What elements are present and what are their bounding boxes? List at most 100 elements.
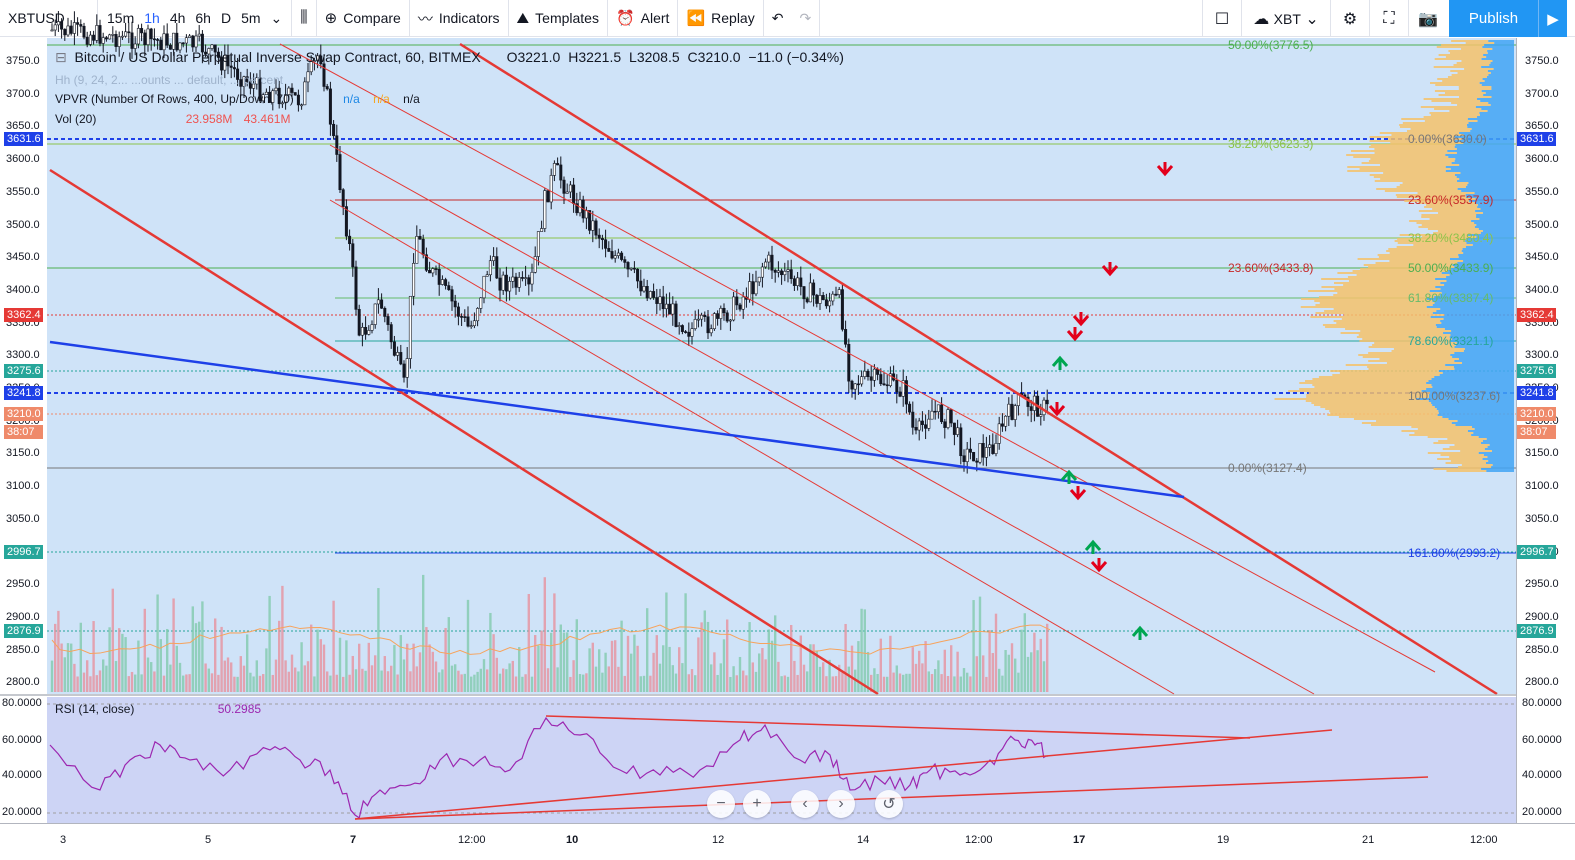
interval-d[interactable]: D xyxy=(220,10,232,26)
time-tick-label: 12 xyxy=(712,834,725,846)
reset-icon: ↺ xyxy=(882,796,896,813)
price-tag: 3210.0 xyxy=(4,407,43,421)
alert-button[interactable]: ⏰ Alert xyxy=(608,0,679,37)
vpvr-label: VPVR (Number Of Rows, 400, Up/Down, 70) xyxy=(55,92,294,106)
rsi-tick-label: 20.0000 xyxy=(1522,806,1562,818)
settings-button[interactable]: ⚙ xyxy=(1330,0,1369,37)
volume-value: 23.958M xyxy=(185,112,233,126)
publish-button[interactable]: Publish ▶ xyxy=(1449,0,1567,37)
interval-group: 15m 1h 4h 6h D 5m ⌄ xyxy=(98,0,293,37)
chevron-down-icon: ⌄ xyxy=(1305,10,1319,28)
price-tag: 3362.4 xyxy=(4,308,43,322)
zoom-in-button[interactable]: + xyxy=(743,790,771,818)
price-tick-label: 2800.0 xyxy=(1525,676,1559,689)
snapshot-button[interactable]: 📷 xyxy=(1408,0,1447,37)
square-icon: ☐ xyxy=(1214,10,1230,28)
fib-label: 100.00%(3237.6) xyxy=(1408,389,1501,403)
chevron-right-icon: › xyxy=(838,795,844,812)
alert-label: Alert xyxy=(640,10,670,26)
indicators-label: Indicators xyxy=(438,10,500,26)
price-tag: 2876.9 xyxy=(4,624,43,638)
symbol-search[interactable]: XBTUSD xyxy=(0,0,98,37)
redo-button[interactable]: ↷ xyxy=(791,0,821,37)
scroll-left-button[interactable]: ‹ xyxy=(791,790,819,818)
rsi-tick-label: 60.0000 xyxy=(1522,734,1562,746)
top-toolbar: XBTUSD 15m 1h 4h 6h D 5m ⌄ ⫼ ⊕ Compare 〰 I… xyxy=(0,0,1575,37)
price-tick-label: 3400.0 xyxy=(6,283,40,296)
undo-button[interactable]: ↶ xyxy=(764,0,792,37)
camera-icon: 📷 xyxy=(1418,10,1438,28)
price-tick-label: 3600.0 xyxy=(1525,153,1559,166)
rsi-tick-label: 80.0000 xyxy=(1522,697,1562,709)
price-tick-label: 2850.0 xyxy=(6,643,40,656)
price-tick-label: 3450.0 xyxy=(1525,251,1559,264)
zoom-out-button[interactable]: − xyxy=(707,790,735,818)
time-tick-label: 12:00 xyxy=(965,834,993,846)
price-tick-label: 3450.0 xyxy=(6,251,40,264)
toolbar-right-group: ☐ ☁ XBT ⌄ ⚙ ⛶ 📷 xyxy=(1202,0,1447,37)
scroll-right-button[interactable]: › xyxy=(827,790,855,818)
replay-button[interactable]: ⏪ Replay xyxy=(678,0,764,37)
reset-chart-button[interactable]: ↺ xyxy=(875,790,903,818)
price-tag: 2996.7 xyxy=(1517,545,1556,559)
legend-title: Bitcoin / US Dollar Perpetual Inverse Sw… xyxy=(74,49,481,65)
price-tick-label: 3700.0 xyxy=(6,87,40,100)
legend-collapse-icon[interactable]: ⊟ xyxy=(55,49,67,65)
compare-button[interactable]: ⊕ Compare xyxy=(317,0,410,37)
price-tick-label: 3050.0 xyxy=(1525,512,1559,525)
price-tick-label: 3650.0 xyxy=(6,120,40,133)
rsi-label: RSI (14, close) xyxy=(55,702,135,716)
price-tick-label: 3550.0 xyxy=(1525,185,1559,198)
fullscreen-box-button[interactable]: ☐ xyxy=(1202,0,1241,37)
interval-1h[interactable]: 1h xyxy=(144,10,160,26)
price-tick-label: 3400.0 xyxy=(1525,283,1559,296)
time-tick-label: 3 xyxy=(60,834,67,846)
close-label: C xyxy=(687,49,698,65)
price-tick-label: 3050.0 xyxy=(6,512,40,525)
fib-label: 0.00%(3630.0) xyxy=(1408,132,1487,146)
time-axis[interactable] xyxy=(0,823,1575,860)
interval-15m[interactable]: 15m xyxy=(107,10,135,26)
rsi-tick-label: 60.0000 xyxy=(2,734,42,746)
price-tick-label: 3750.0 xyxy=(1525,55,1559,67)
hidden-indicator-legend: Hh (9, 24, 2... ...ounts ... default, ..… xyxy=(55,73,284,87)
currency-label: XBT xyxy=(1273,10,1301,27)
open-value: 3221.0 xyxy=(517,49,561,65)
time-tick-label: 17 xyxy=(1073,834,1086,846)
indicators-button[interactable]: 〰 Indicators xyxy=(410,0,509,37)
price-tag: 3631.6 xyxy=(4,132,43,146)
templates-button[interactable]: ⛰ Templates xyxy=(509,0,608,37)
chart-type-button[interactable]: ⫼ xyxy=(292,0,317,37)
low-label: L xyxy=(629,49,637,65)
interval-6h[interactable]: 6h xyxy=(195,10,211,26)
price-tick-label: 2800.0 xyxy=(6,676,40,689)
chevron-down-icon[interactable]: ⌄ xyxy=(270,9,283,26)
interval-5m[interactable]: 5m xyxy=(241,10,261,26)
currency-select[interactable]: ☁ XBT ⌄ xyxy=(1241,0,1330,37)
play-icon[interactable]: ▶ xyxy=(1538,0,1567,37)
change-value: −11.0 (−0.34%) xyxy=(748,49,844,65)
templates-icon: ⛰ xyxy=(516,9,530,27)
cloud-icon: ☁ xyxy=(1253,10,1270,28)
price-tick-label: 3650.0 xyxy=(1525,120,1559,133)
price-tick-label: 3100.0 xyxy=(6,480,40,493)
interval-4h[interactable]: 4h xyxy=(169,10,186,26)
rsi-legend: RSI (14, close) 50.2985 xyxy=(55,702,261,716)
candles-icon: ⫼ xyxy=(300,9,308,26)
close-value: 3210.0 xyxy=(697,49,741,65)
price-tick-label: 2900.0 xyxy=(1525,610,1559,623)
price-tick-label: 2900.0 xyxy=(6,610,40,623)
redo-icon: ↷ xyxy=(799,9,812,26)
fib-label: 161.80%(2993.2) xyxy=(1408,546,1501,560)
price-tick-label: 3700.0 xyxy=(1525,87,1559,100)
time-tick-label: 7 xyxy=(350,834,357,846)
plus-circle-icon: ⊕ xyxy=(324,10,338,27)
chevron-left-icon: ‹ xyxy=(802,795,808,812)
price-tick-label: 2950.0 xyxy=(1525,578,1559,591)
rewind-icon: ⏪ xyxy=(686,10,706,27)
time-tick-label: 14 xyxy=(857,834,870,846)
zoom-controls: − + ‹ › ↺ xyxy=(707,790,911,818)
fullscreen-button[interactable]: ⛶ xyxy=(1369,0,1408,37)
price-tag: 38:07 xyxy=(1517,425,1556,439)
fib-label: 23.60%(3537.9) xyxy=(1408,193,1494,207)
